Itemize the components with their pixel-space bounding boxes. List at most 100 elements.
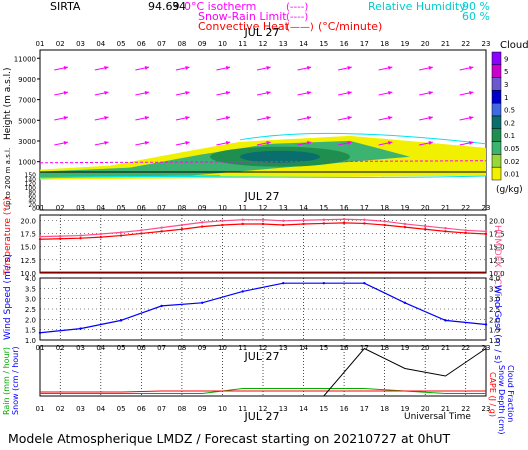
- hour-tick-label: 19: [400, 204, 409, 212]
- wind-arrow: [419, 140, 433, 146]
- hour-tick-label: 04: [96, 405, 105, 413]
- series-point: [160, 304, 163, 308]
- cloud-legend-label: 5: [504, 68, 508, 76]
- hour-tick-label: 05: [117, 204, 126, 212]
- hours-row-bottom: 01 02 03 04 05 06 07 08 09 10 11 12 13 14 15 16 17 18 19 20…: [36, 405, 491, 413]
- cloud-legend-swatch: [491, 51, 502, 66]
- hour-tick-label: 20: [421, 40, 430, 48]
- snowdepth-ylabel: Snow Depth (cm): [497, 365, 506, 434]
- wind-arrow: [337, 140, 352, 146]
- hour-tick-label: 18: [380, 204, 389, 212]
- series-point: [484, 232, 488, 236]
- ytick-label-right: 1.5: [489, 327, 500, 335]
- wind-arrow: [256, 90, 271, 96]
- snow-ylabel: Snow (cm / hour): [11, 346, 20, 415]
- wind-plot: 1.0 1.0 1.5 1.5 2.0 2.0 2.5 2.5 3.0 3.0 3.5 3.5 4.0 4…: [25, 275, 500, 345]
- hour-tick-label: 07: [157, 405, 166, 413]
- hour-tick-label: 06: [137, 344, 146, 352]
- wind-arrow: [256, 140, 271, 146]
- wind-arrow: [54, 65, 69, 71]
- series-point: [160, 226, 163, 229]
- legend-isotherm-style: (----): [286, 2, 308, 13]
- rain-ylabel: Rain (mm / hour): [2, 347, 11, 415]
- series-point: [79, 327, 82, 330]
- cape-ylabel: CAPE (J / g): [488, 372, 497, 417]
- hour-tick-label: 08: [177, 344, 186, 352]
- hour-tick-label: 19: [400, 40, 409, 48]
- hour-tick-label: 16: [340, 204, 349, 212]
- wind-arrow: [94, 90, 109, 96]
- wind-arrow: [216, 90, 231, 96]
- wind-arrow: [297, 65, 312, 71]
- hour-tick-label: 20: [421, 405, 430, 413]
- wind-arrow: [216, 115, 231, 121]
- series-point: [484, 230, 488, 233]
- profile-ytick-low-label: 150: [25, 172, 37, 179]
- series-point: [403, 222, 407, 226]
- hour-tick-label: 02: [56, 344, 65, 352]
- hour-tick-label: 01: [36, 204, 45, 212]
- hour-tick-label: 08: [177, 204, 186, 212]
- hour-tick-label: 06: [137, 40, 146, 48]
- series-point: [302, 222, 305, 226]
- hour-tick-label: 06: [137, 405, 146, 413]
- profile-ylabel: Height (m a.s.l.): [3, 67, 13, 140]
- hour-tick-label: 23: [482, 204, 491, 212]
- cloud-legend-label: 0.5: [504, 107, 515, 115]
- profile-ytick-low-label: 60: [28, 193, 36, 200]
- hour-tick-label: 20: [421, 204, 430, 212]
- cloud-legend-swatch: [491, 166, 502, 181]
- hour-tick-label: 13: [279, 204, 288, 212]
- legend-rh: Relative Humidity: [368, 0, 466, 13]
- wind-arrow: [297, 140, 312, 146]
- hour-tick-label: 10: [218, 40, 227, 48]
- hour-tick-label: 08: [177, 40, 186, 48]
- hour-tick-label: 19: [400, 344, 409, 352]
- profile-ylabel-low: Up to 200 m a.s.l.: [4, 148, 12, 210]
- legend-snow: Snow-Rain Limit: [198, 10, 287, 23]
- wind-arrow: [378, 90, 393, 96]
- ytick-label: 17.5: [20, 230, 36, 238]
- wind-arrow: [216, 140, 231, 146]
- profile-ytick-label: 7000: [18, 97, 36, 105]
- series-point: [241, 222, 244, 226]
- series-line: [39, 282, 487, 334]
- ytick-label-right: 10.0: [489, 270, 505, 278]
- hour-tick-label: 12: [259, 40, 268, 48]
- ytick-label: 1.5: [25, 327, 36, 335]
- wind-arrow: [135, 115, 150, 121]
- wind-arrow: [378, 65, 393, 71]
- hour-tick-label: 18: [380, 40, 389, 48]
- wind-arrow: [378, 140, 393, 146]
- universal-time-label: Universal Time: [404, 412, 471, 422]
- profile-ytick-label: 5000: [18, 117, 36, 125]
- hour-tick-label: 15: [319, 405, 328, 413]
- hour-tick-label: 05: [117, 40, 126, 48]
- hour-tick-label: 03: [76, 40, 85, 48]
- hour-tick-label: 21: [441, 204, 450, 212]
- wind-arrow: [419, 90, 433, 96]
- series-point: [322, 222, 326, 225]
- cloud-legend-swatch: [491, 154, 502, 168]
- cloud-legend-swatch: [491, 128, 502, 142]
- hour-tick-label: 07: [157, 40, 166, 48]
- hour-tick-label: 15: [319, 344, 328, 352]
- series-point: [342, 218, 346, 221]
- hour-tick-label: 22: [461, 40, 470, 48]
- ytick-label-right: 1.0: [489, 337, 500, 345]
- hour-tick-label: 10: [218, 405, 227, 413]
- cloud-legend-label: 0.2: [504, 119, 515, 127]
- series-point: [282, 219, 285, 222]
- series-point: [180, 228, 184, 231]
- series-point: [59, 234, 62, 238]
- series-point: [140, 229, 143, 232]
- wind-ylabel: Wind Speed (m / s): [3, 254, 13, 340]
- wind-arrow: [175, 90, 190, 96]
- wind-arrow: [459, 115, 474, 121]
- legend-conv: Convective Heat: [198, 20, 290, 33]
- series-point: [363, 281, 366, 285]
- series-point: [363, 222, 366, 225]
- hour-tick-label: 18: [380, 344, 389, 352]
- cloud-legend-swatch: [491, 90, 502, 104]
